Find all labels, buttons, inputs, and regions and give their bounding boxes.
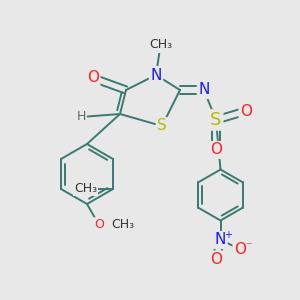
Text: O: O xyxy=(240,103,252,118)
Text: S: S xyxy=(157,118,167,134)
Text: CH₃: CH₃ xyxy=(74,182,97,196)
Text: O: O xyxy=(78,182,88,196)
Text: N: N xyxy=(198,82,210,98)
Text: N: N xyxy=(215,232,226,247)
Text: O: O xyxy=(94,218,104,232)
Text: CH₃: CH₃ xyxy=(111,218,134,232)
Text: O: O xyxy=(210,252,222,267)
Text: ⁻: ⁻ xyxy=(245,240,252,253)
Text: S: S xyxy=(210,111,222,129)
Text: H: H xyxy=(76,110,86,124)
Text: N: N xyxy=(150,68,162,82)
Text: O: O xyxy=(234,242,246,256)
Text: O: O xyxy=(210,142,222,158)
Text: CH₃: CH₃ xyxy=(149,38,172,52)
Text: O: O xyxy=(87,70,99,86)
Text: +: + xyxy=(224,230,232,241)
